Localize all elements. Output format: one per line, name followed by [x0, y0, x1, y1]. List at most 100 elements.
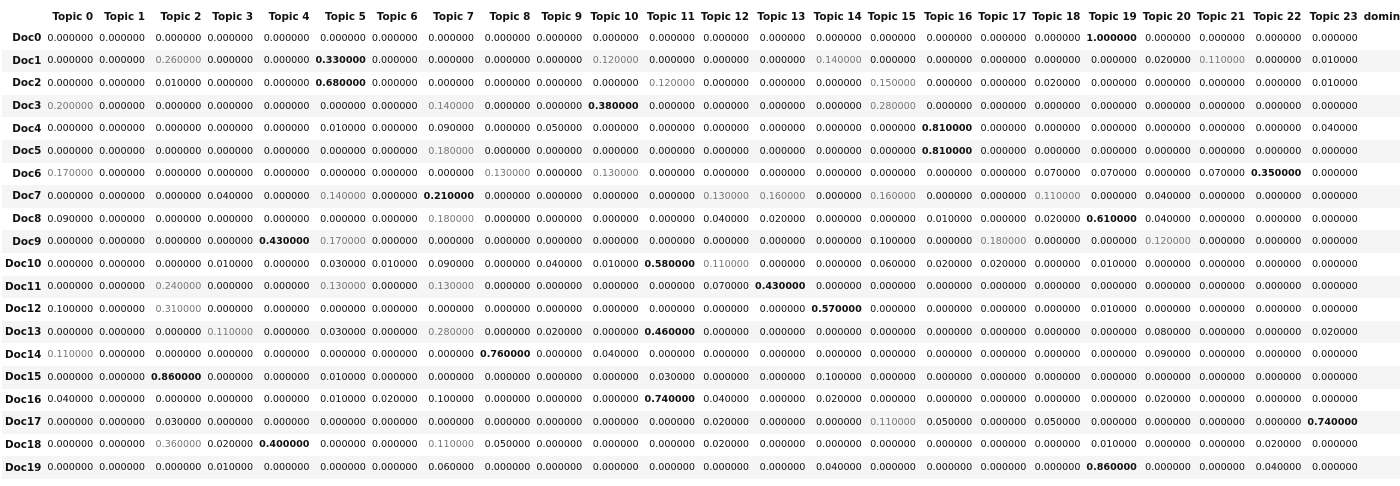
value-cell: 0.000000 — [263, 123, 310, 135]
value-cell: 0.360000 — [155, 439, 202, 451]
value-cell: 0.000000 — [484, 281, 531, 293]
value-cell: 0.000000 — [207, 394, 254, 406]
value-cell: 0.000000 — [703, 32, 750, 44]
value-cell: 0.000000 — [926, 439, 973, 451]
value-cell: 0.000000 — [1145, 371, 1191, 383]
value-cell: 0.000000 — [371, 168, 418, 180]
value-cell: 0.030000 — [155, 416, 202, 428]
value-cell: 0.000000 — [1311, 439, 1358, 451]
value-cell: 0.000000 — [759, 326, 806, 338]
value-cell: 0.000000 — [155, 32, 202, 44]
value-cell: 0.000000 — [47, 145, 94, 157]
value-cell: 0.000000 — [99, 281, 145, 293]
value-cell: 0.000000 — [980, 281, 1027, 293]
value-cell: 0.010000 — [1091, 258, 1137, 270]
value-cell: 0.000000 — [1311, 32, 1358, 44]
value-cell: 0.000000 — [759, 55, 806, 67]
value-cell: 0.000000 — [99, 77, 145, 89]
value-cell: 0.000000 — [649, 213, 695, 225]
value-cell: 0.000000 — [320, 416, 366, 428]
value-cell: 0.000000 — [815, 77, 862, 89]
value-cell: 0.120000 — [592, 55, 639, 67]
value-cell: 0.000000 — [1091, 77, 1137, 89]
value-cell: 0.000000 — [1311, 371, 1358, 383]
value-cell: 0.460000 — [644, 326, 695, 338]
value-cell: 0.000000 — [1091, 236, 1137, 248]
value-cell: 0.000000 — [371, 213, 418, 225]
value-cell: 0.000000 — [371, 303, 418, 315]
value-cell: 0.000000 — [1034, 100, 1081, 112]
value-cell: 0.000000 — [371, 145, 418, 157]
value-cell: 0.000000 — [649, 32, 695, 44]
dominant-topic-cell: 4 — [1361, 434, 1400, 457]
value-cell: 0.000000 — [1145, 123, 1191, 135]
value-cell: 0.020000 — [980, 258, 1027, 270]
value-cell: 0.000000 — [926, 100, 973, 112]
value-cell: 0.000000 — [536, 303, 583, 315]
value-cell: 0.000000 — [1145, 416, 1191, 428]
value-cell: 0.000000 — [1034, 439, 1081, 451]
value-cell: 0.000000 — [703, 349, 750, 361]
value-cell: 0.010000 — [1091, 303, 1137, 315]
value-cell: 0.000000 — [99, 123, 145, 135]
value-cell: 0.000000 — [484, 32, 531, 44]
value-cell: 0.000000 — [371, 371, 418, 383]
value-cell: 0.000000 — [649, 168, 695, 180]
value-cell: 0.000000 — [649, 349, 695, 361]
value-cell: 0.020000 — [759, 213, 806, 225]
value-cell: 0.160000 — [870, 190, 916, 202]
value-cell: 0.000000 — [484, 394, 531, 406]
value-cell: 0.000000 — [207, 123, 254, 135]
value-cell: 0.860000 — [150, 371, 202, 383]
value-cell: 0.000000 — [99, 349, 145, 361]
value-cell: 0.010000 — [926, 213, 973, 225]
value-cell: 0.040000 — [815, 462, 862, 474]
value-cell: 0.740000 — [1307, 416, 1358, 428]
value-cell: 0.020000 — [1034, 77, 1081, 89]
value-cell: 0.000000 — [870, 303, 916, 315]
value-cell: 0.000000 — [536, 281, 583, 293]
value-cell: 0.100000 — [47, 303, 94, 315]
value-cell: 0.000000 — [592, 462, 639, 474]
value-cell: 0.110000 — [207, 326, 254, 338]
value-cell: 0.000000 — [1199, 190, 1245, 202]
value-cell: 0.000000 — [759, 123, 806, 135]
value-cell: 0.000000 — [870, 439, 916, 451]
value-cell: 0.000000 — [536, 349, 583, 361]
row-label: Doc11 — [5, 280, 42, 293]
value-cell: 0.040000 — [1255, 462, 1302, 474]
value-cell: 0.000000 — [155, 394, 202, 406]
value-cell: 0.000000 — [99, 236, 145, 248]
value-cell: 0.000000 — [759, 236, 806, 248]
value-cell: 0.000000 — [1034, 303, 1081, 315]
value-cell: 0.000000 — [592, 326, 639, 338]
value-cell: 0.000000 — [926, 32, 973, 44]
value-cell: 0.000000 — [1311, 281, 1358, 293]
value-cell: 0.000000 — [428, 55, 475, 67]
value-cell: 0.000000 — [815, 145, 862, 157]
value-cell: 0.000000 — [263, 258, 310, 270]
value-cell: 0.000000 — [263, 213, 310, 225]
column-header: Topic 16 — [924, 10, 973, 23]
value-cell: 0.100000 — [870, 236, 916, 248]
value-cell: 0.200000 — [47, 100, 94, 112]
value-cell: 0.050000 — [484, 439, 531, 451]
dominant-topic-cell: 19 — [1361, 456, 1400, 479]
value-cell: 0.000000 — [870, 55, 916, 67]
value-cell: 0.000000 — [1255, 100, 1302, 112]
value-cell: 0.000000 — [1145, 100, 1191, 112]
value-cell: 0.000000 — [1255, 236, 1302, 248]
row-label: Doc16 — [5, 393, 42, 406]
column-header: Topic 1 — [104, 10, 145, 23]
value-cell: 0.000000 — [1311, 145, 1358, 157]
value-cell: 0.000000 — [870, 32, 916, 44]
value-cell: 0.000000 — [759, 100, 806, 112]
value-cell: 0.000000 — [47, 55, 94, 67]
page: {"table":{"columns":["Topic 0","Topic 1"… — [0, 6, 1400, 486]
value-cell: 0.020000 — [1255, 439, 1302, 451]
value-cell: 0.000000 — [484, 258, 531, 270]
value-cell: 0.000000 — [263, 416, 310, 428]
value-cell: 0.040000 — [703, 213, 750, 225]
value-cell: 0.000000 — [207, 236, 254, 248]
value-cell: 0.000000 — [870, 281, 916, 293]
